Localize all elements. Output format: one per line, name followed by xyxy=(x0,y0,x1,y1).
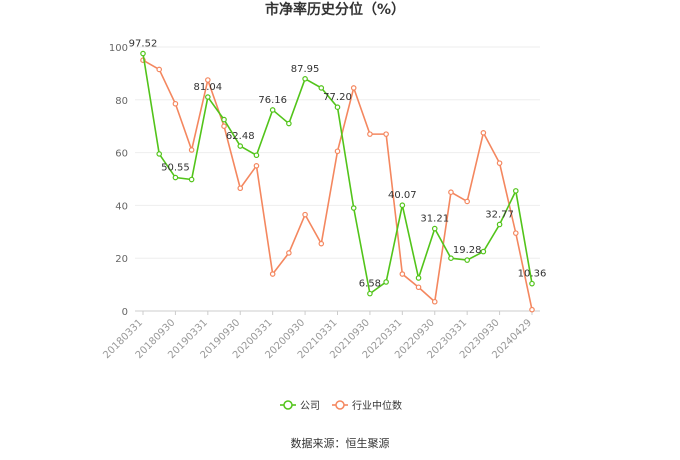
data-label: 76.16 xyxy=(258,95,287,106)
data-label: 97.52 xyxy=(129,39,158,50)
data-point[interactable] xyxy=(188,176,195,183)
data-point[interactable] xyxy=(318,240,325,247)
y-tick-label: 80 xyxy=(115,96,128,107)
legend-item-0[interactable]: 公司 xyxy=(280,400,320,412)
data-point[interactable] xyxy=(237,143,244,149)
data-label: 81.04 xyxy=(194,82,223,93)
data-labels: 97.52 50.55 81.04 62.48 76.16 87.95 77.20 6.58 4… xyxy=(129,39,547,290)
data-point[interactable] xyxy=(367,131,373,137)
y-axis: 0 20 40 60 80 100 xyxy=(109,43,128,318)
data-point[interactable] xyxy=(448,189,454,196)
data-label: 32.77 xyxy=(485,209,514,220)
data-label: 40.07 xyxy=(388,190,417,201)
data-point[interactable] xyxy=(367,290,373,297)
data-point[interactable] xyxy=(464,257,470,263)
data-point[interactable] xyxy=(399,202,406,209)
data-point[interactable] xyxy=(480,248,487,255)
data-point[interactable] xyxy=(480,130,487,136)
y-tick-label: 40 xyxy=(115,201,128,212)
data-point[interactable] xyxy=(253,152,260,159)
data-point[interactable] xyxy=(496,160,503,166)
data-point[interactable] xyxy=(529,306,535,313)
legend-marker xyxy=(335,400,345,410)
x-axis: 2018033120180930201903312019093020200331… xyxy=(101,311,534,361)
data-label: 50.55 xyxy=(161,163,190,174)
y-tick-label: 0 xyxy=(122,307,128,318)
data-source: 数据来源：恒生聚源 xyxy=(291,436,390,450)
data-label: 6.58 xyxy=(359,279,381,290)
data-point[interactable] xyxy=(237,185,244,192)
data-point[interactable] xyxy=(431,298,438,305)
data-point[interactable] xyxy=(415,284,422,291)
data-point[interactable] xyxy=(172,100,179,107)
data-point[interactable] xyxy=(188,147,195,153)
data-point[interactable] xyxy=(205,77,211,83)
data-point[interactable] xyxy=(512,230,519,236)
data-point[interactable] xyxy=(334,104,341,110)
data-point[interactable] xyxy=(221,123,227,130)
data-point[interactable] xyxy=(415,275,422,281)
y-tick-label: 20 xyxy=(115,254,128,265)
data-point[interactable] xyxy=(512,188,519,194)
data-point[interactable] xyxy=(253,163,260,169)
data-label: 87.95 xyxy=(291,64,320,75)
data-point[interactable] xyxy=(286,120,292,127)
y-tick-label: 60 xyxy=(115,149,128,160)
legend-marker xyxy=(283,400,293,410)
legend-item-1[interactable]: 行业中位数 xyxy=(332,399,402,412)
data-label: 31.21 xyxy=(420,214,449,225)
data-point[interactable] xyxy=(156,66,163,73)
data-point[interactable] xyxy=(399,271,406,277)
data-point[interactable] xyxy=(383,131,389,137)
data-point[interactable] xyxy=(431,225,438,232)
data-point[interactable] xyxy=(156,151,163,157)
data-point[interactable] xyxy=(172,174,179,181)
legend-label: 行业中位数 xyxy=(352,399,402,412)
data-label: 77.20 xyxy=(323,92,352,103)
chart-title: 市净率历史分位（%） xyxy=(265,1,405,18)
data-point[interactable] xyxy=(140,50,146,57)
data-point[interactable] xyxy=(464,198,470,205)
data-point[interactable] xyxy=(350,85,357,91)
data-point[interactable] xyxy=(269,107,276,113)
y-tick-label: 100 xyxy=(109,43,128,54)
data-point[interactable] xyxy=(318,85,325,91)
data-point[interactable] xyxy=(529,280,535,287)
data-point[interactable] xyxy=(269,271,276,277)
data-point[interactable] xyxy=(221,116,227,123)
series-layer xyxy=(140,50,535,313)
data-label: 19.28 xyxy=(453,245,482,256)
legend[interactable]: 公司 行业中位数 xyxy=(280,399,402,412)
data-point[interactable] xyxy=(496,221,503,228)
data-point[interactable] xyxy=(448,255,454,262)
data-point[interactable] xyxy=(350,205,357,211)
data-point[interactable] xyxy=(205,94,211,100)
data-point[interactable] xyxy=(302,76,308,82)
data-point[interactable] xyxy=(383,279,389,285)
data-label: 62.48 xyxy=(226,131,255,142)
legend-label: 公司 xyxy=(300,401,320,412)
data-point[interactable] xyxy=(286,250,292,256)
data-point[interactable] xyxy=(302,211,308,218)
data-point[interactable] xyxy=(334,148,341,155)
data-label: 10.36 xyxy=(518,269,547,280)
